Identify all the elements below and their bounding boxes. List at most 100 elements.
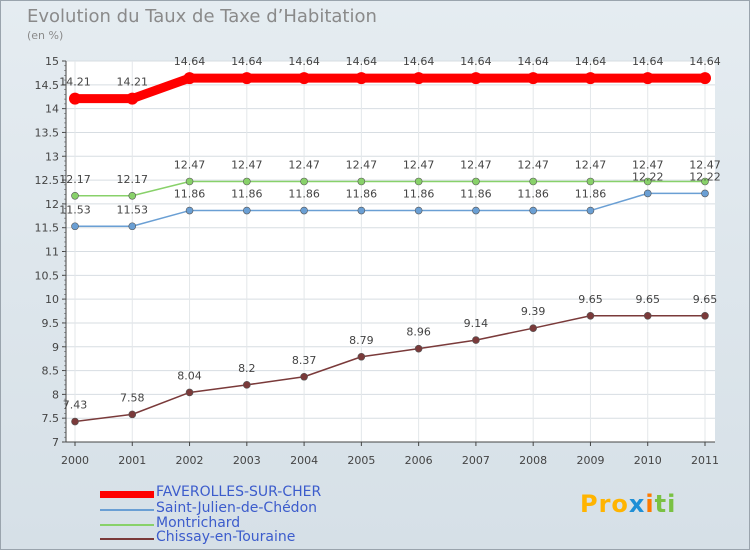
data-label: 9.65	[635, 293, 660, 306]
data-label: 14.64	[575, 55, 607, 68]
data-point	[412, 72, 425, 85]
data-point	[355, 72, 368, 85]
data-label: 14.64	[403, 55, 435, 68]
data-point	[529, 177, 537, 186]
data-label: 12.47	[460, 158, 492, 171]
x-tick-label: 2007	[462, 454, 490, 467]
data-point	[472, 206, 480, 215]
data-point	[243, 206, 251, 215]
y-tick-label: 15	[45, 55, 59, 68]
data-point	[701, 311, 709, 320]
legend-swatch	[100, 538, 154, 540]
legend-swatch	[100, 509, 154, 511]
y-tick-label: 14.5	[35, 79, 60, 92]
x-tick-label: 2011	[691, 454, 719, 467]
y-tick-label: 12	[45, 198, 59, 211]
x-tick-label: 2001	[118, 454, 146, 467]
data-point	[185, 177, 194, 186]
data-point	[641, 72, 654, 85]
data-label: 12.22	[632, 170, 664, 183]
x-tick-label: 2000	[61, 454, 89, 467]
data-label: 11.86	[517, 188, 549, 201]
data-point	[128, 191, 137, 200]
data-label: 8.37	[292, 354, 317, 367]
legend-label: Saint-Julien-de-Chédon	[156, 500, 318, 516]
data-label: 11.86	[346, 188, 378, 201]
x-tick-label: 2003	[233, 454, 261, 467]
data-label: 12.47	[689, 158, 721, 171]
data-label: 14.64	[632, 55, 664, 68]
data-point	[240, 72, 253, 85]
chart-subtitle: (en %)	[27, 29, 64, 42]
data-label: 11.86	[460, 188, 492, 201]
data-label: 12.47	[288, 158, 320, 171]
data-label: 11.86	[288, 188, 320, 201]
y-tick-label: 7.5	[42, 412, 60, 425]
data-point	[472, 177, 480, 186]
series-line-1	[75, 192, 705, 228]
x-tick-label: 2005	[347, 454, 375, 467]
data-point	[701, 189, 709, 198]
y-tick-label: 13.5	[35, 126, 60, 139]
y-tick-label: 7	[52, 436, 59, 449]
data-point	[298, 72, 311, 85]
data-label: 9.39	[521, 305, 546, 318]
data-label: 14.64	[231, 55, 263, 68]
data-label: 11.53	[59, 203, 91, 216]
data-point	[243, 177, 251, 186]
data-point	[472, 336, 480, 344]
y-tick-label: 13	[45, 150, 59, 163]
data-point	[128, 410, 137, 419]
data-point	[586, 311, 595, 320]
data-label: 8.2	[238, 362, 256, 375]
data-point	[699, 72, 711, 85]
data-point	[71, 417, 79, 426]
data-label: 12.47	[575, 158, 607, 171]
x-tick-label: 2002	[176, 454, 204, 467]
data-point	[300, 177, 308, 186]
data-point	[643, 177, 652, 186]
x-tick-label: 2009	[576, 454, 604, 467]
data-label: 7.43	[63, 399, 88, 412]
data-label: 8.04	[177, 369, 202, 382]
data-point	[586, 206, 595, 215]
proxiti-logo: Proxiti	[580, 490, 677, 518]
data-point	[243, 381, 251, 389]
y-tick-label: 10.5	[35, 269, 60, 282]
y-tick-label: 12.5	[35, 174, 60, 187]
data-label: 12.47	[517, 158, 549, 171]
data-point	[185, 388, 194, 397]
data-point	[71, 222, 79, 231]
data-point	[300, 372, 308, 381]
y-tick-label: 9.5	[42, 317, 60, 330]
data-point	[414, 344, 423, 353]
x-tick-label: 2004	[290, 454, 318, 467]
data-label: 12.47	[346, 158, 378, 171]
data-label: 11.86	[575, 188, 607, 201]
y-tick-label: 9	[52, 341, 59, 354]
data-label: 9.65	[578, 293, 603, 306]
data-label: 12.22	[689, 170, 721, 183]
data-label: 11.86	[403, 188, 435, 201]
data-label: 12.17	[59, 173, 91, 186]
data-point	[128, 222, 137, 231]
data-point	[357, 352, 366, 361]
data-point	[71, 191, 79, 200]
data-label: 9.14	[464, 317, 489, 330]
data-point	[414, 206, 423, 215]
data-label: 14.64	[174, 55, 206, 68]
data-label: 12.17	[117, 173, 149, 186]
y-tick-label: 8.5	[42, 365, 60, 378]
data-point	[529, 324, 537, 332]
data-point	[469, 72, 482, 85]
data-label: 12.47	[403, 158, 435, 171]
data-point	[584, 72, 597, 85]
y-tick-label: 11	[45, 246, 59, 259]
legend-label: FAVEROLLES-SUR-CHER	[156, 484, 322, 500]
data-label: 14.64	[288, 55, 320, 68]
data-point	[183, 72, 196, 85]
x-tick-label: 2010	[634, 454, 662, 467]
data-label: 7.58	[120, 391, 145, 404]
data-point	[643, 311, 652, 320]
